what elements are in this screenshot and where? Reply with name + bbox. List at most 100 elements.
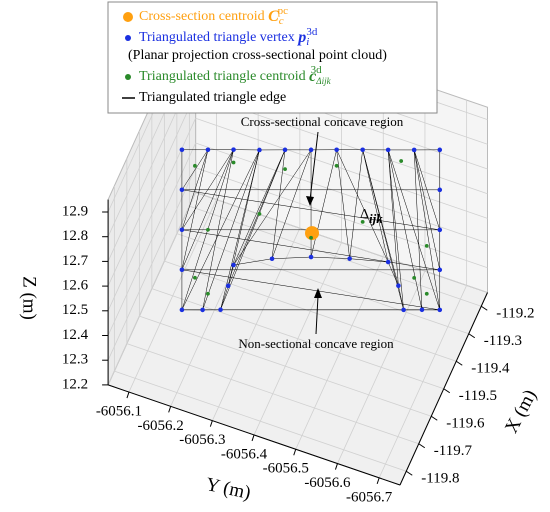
annotation-symbol-base: Δ xyxy=(360,207,369,222)
z-tick-label: 12.3 xyxy=(62,352,88,368)
triangle-edge xyxy=(233,258,273,266)
legend-symbol: p xyxy=(296,29,306,46)
x-tick-label: -119.6 xyxy=(446,416,485,432)
x-tick xyxy=(480,305,488,311)
annotation-symbol-sub: ijk xyxy=(369,211,383,226)
annotation-arrow xyxy=(309,131,319,201)
data-point xyxy=(205,147,211,153)
y-tick xyxy=(293,449,297,456)
axis-line xyxy=(399,292,488,486)
grid-line xyxy=(170,213,259,407)
data-point xyxy=(225,283,231,289)
x-tick-label: -119.8 xyxy=(421,471,459,487)
data-point xyxy=(399,159,404,163)
triangle-edge xyxy=(349,149,363,259)
triangle-edge xyxy=(336,149,389,263)
triangle-edge xyxy=(271,149,312,259)
data-point xyxy=(179,147,185,153)
data-point xyxy=(385,147,391,153)
legend-label: Triangulated triangle edge xyxy=(139,90,286,105)
legend-note: (Planar projection cross-sectional point… xyxy=(128,48,387,63)
data-point xyxy=(231,147,236,152)
annotation-arrow xyxy=(315,295,319,335)
data-point xyxy=(360,219,365,224)
data-point xyxy=(269,256,275,262)
legend-marker xyxy=(125,35,131,41)
legend-symbol-sup: pc xyxy=(278,5,289,17)
data-point xyxy=(179,187,185,193)
grid-line xyxy=(378,285,468,479)
triangle-edge xyxy=(272,256,312,260)
data-point xyxy=(347,256,352,261)
data-point xyxy=(193,275,197,280)
grid-line xyxy=(195,167,488,269)
data-point xyxy=(334,163,339,168)
data-point xyxy=(206,291,210,296)
annotation-arrowhead xyxy=(314,288,322,298)
data-point xyxy=(231,160,236,165)
data-point xyxy=(257,212,262,216)
y-axis-label: Y (m) xyxy=(204,474,253,504)
z-tick-label: 12.9 xyxy=(62,203,88,219)
data-point xyxy=(437,267,443,273)
y-tick xyxy=(168,406,172,413)
y-tick-label: -6056.3 xyxy=(179,432,225,448)
y-tick xyxy=(376,477,380,485)
legend-entry: Triangulated triangle edge xyxy=(139,90,286,105)
data-point xyxy=(437,147,443,153)
y-tick-label: -6056.6 xyxy=(304,475,351,491)
x-tick xyxy=(430,415,438,421)
y-tick xyxy=(126,391,130,399)
triangle-edge xyxy=(349,258,389,263)
triangle-edge xyxy=(181,229,440,271)
grid-line xyxy=(107,167,196,361)
x-tick-label: -119.2 xyxy=(496,306,534,322)
data-point xyxy=(309,235,313,240)
grid-line xyxy=(128,199,217,393)
y-tick-label: -6056.5 xyxy=(263,461,309,477)
data-point xyxy=(334,147,339,153)
axis-line xyxy=(107,384,401,486)
y-tick-label: -6056.2 xyxy=(138,418,184,434)
x-tick-label: -119.5 xyxy=(459,388,497,404)
data-point xyxy=(179,307,185,313)
data-point xyxy=(193,163,197,168)
data-point xyxy=(200,307,205,313)
grid-line xyxy=(253,242,342,436)
annotation-symbol: Δijk xyxy=(360,207,383,226)
data-point xyxy=(360,147,365,153)
data-point xyxy=(437,307,443,313)
legend-label: Triangulated triangle centroid xyxy=(139,69,306,84)
triangle-edge xyxy=(271,149,286,259)
legend-symbol: C xyxy=(268,8,279,25)
data-point xyxy=(411,147,417,153)
data-point xyxy=(385,259,391,265)
grid-line xyxy=(337,270,426,464)
grid-line xyxy=(211,227,301,421)
z-tick-label: 12.7 xyxy=(62,253,89,269)
data-point xyxy=(424,243,429,248)
data-point xyxy=(419,307,425,313)
triangle-edge xyxy=(227,264,234,286)
grid-line xyxy=(107,142,196,336)
data-point xyxy=(401,307,406,313)
annotation: Cross-sectional concave region xyxy=(241,114,404,129)
x-tick-label: -119.7 xyxy=(434,443,473,459)
y-tick xyxy=(251,434,255,442)
grid-line xyxy=(107,192,196,386)
legend-label: Triangulated triangle vertex xyxy=(139,30,295,45)
legend-marker xyxy=(125,74,131,80)
annotation-arrowhead xyxy=(306,196,314,206)
data-point xyxy=(218,307,223,313)
z-tick-label: 12.8 xyxy=(62,228,88,244)
annotations: Cross-sectional concave region Non-secti… xyxy=(238,114,403,351)
triangle-edge xyxy=(387,261,399,286)
data-point xyxy=(308,254,314,260)
x-tick xyxy=(405,470,413,476)
z-tick-label: 12.5 xyxy=(62,302,88,318)
legend-entry: Triangulated triangle vertex pi3d xyxy=(139,26,318,48)
legend-box xyxy=(107,1,438,114)
x-tick xyxy=(455,360,463,366)
legend-entry: Triangulated triangle centroid cΔijk3d xyxy=(139,64,332,87)
y-tick-label: -6056.7 xyxy=(346,489,393,505)
